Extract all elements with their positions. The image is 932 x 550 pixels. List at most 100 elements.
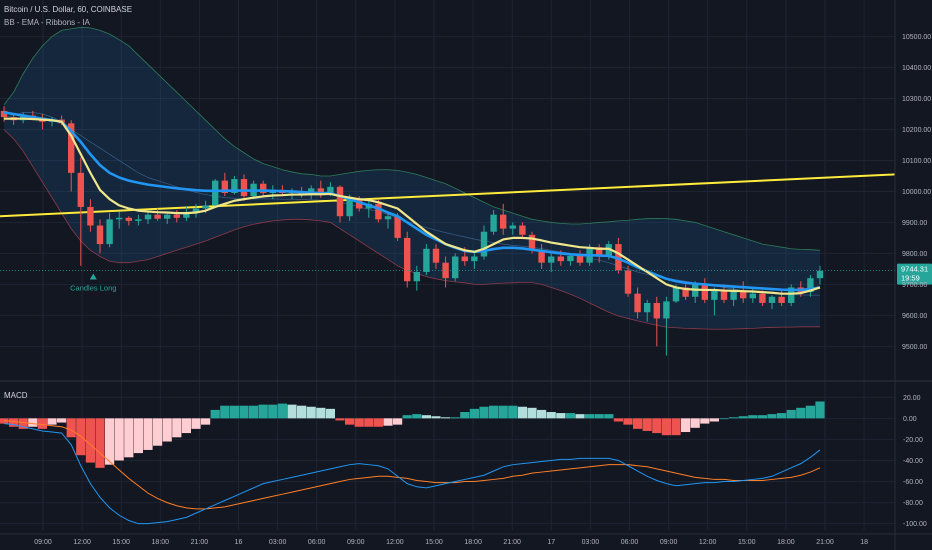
time-tick-label: 15:00: [425, 539, 443, 546]
candle-body: [682, 287, 689, 297]
macd-legend[interactable]: MACD: [4, 391, 28, 400]
time-tick-label: 03:00: [269, 539, 287, 546]
macd-pane: [0, 401, 825, 525]
macd-histogram-bar: [383, 418, 393, 426]
candle-body: [740, 290, 747, 299]
macd-signal-line: [3, 419, 821, 510]
candle-body: [509, 225, 516, 229]
candle-body: [106, 219, 113, 245]
macd-histogram-bar: [133, 418, 143, 454]
macd-histogram-bar: [546, 412, 556, 419]
macd-histogram-bar: [767, 414, 777, 419]
macd-tick-label: -40.00: [903, 458, 923, 465]
price-tick-label: 10500.00: [902, 34, 931, 41]
price-tick-label: 10300.00: [902, 96, 931, 103]
macd-histogram-bar: [57, 418, 67, 423]
symbol-title[interactable]: Bitcoin / U.S. Dollar, 60, COINBASE: [4, 5, 133, 14]
candle-body: [711, 290, 718, 300]
macd-histogram-bar: [412, 414, 422, 419]
countdown-text: 19:59: [901, 274, 920, 283]
bb-basis-line: [3, 112, 820, 296]
macd-histogram-bar: [114, 418, 124, 461]
price-tick-label: 10100.00: [902, 158, 931, 165]
macd-histogram-bar: [642, 418, 652, 431]
macd-histogram-bar: [700, 418, 710, 424]
time-tick-label: 21:00: [816, 539, 834, 546]
bb-upper-line: [3, 26, 821, 251]
macd-histogram-bar: [85, 418, 95, 463]
macd-histogram-bar: [402, 415, 412, 419]
candle-body: [452, 256, 459, 279]
time-tick-label: 18:00: [464, 539, 482, 546]
candle-body: [183, 213, 190, 218]
indicator-legend[interactable]: BB - EMA - Ribbons - IA: [4, 18, 90, 27]
candle-body: [730, 290, 737, 300]
macd-histogram-bar: [258, 404, 268, 419]
macd-histogram-bar: [201, 418, 211, 425]
trend-line[interactable]: [0, 173, 896, 218]
time-tick-label: 09:00: [34, 539, 52, 546]
macd-tick-label: -80.00: [903, 500, 923, 507]
candles-long-annotation: Candles Long: [70, 273, 116, 293]
macd-histogram-bar: [66, 418, 76, 438]
macd-histogram-bar: [613, 418, 623, 422]
time-tick-label: 03:00: [582, 539, 600, 546]
macd-histogram-bar: [565, 413, 575, 419]
macd-histogram-bar: [18, 418, 28, 429]
macd-histogram-bar: [287, 404, 297, 419]
candle-body: [596, 247, 603, 257]
candle-body: [663, 301, 670, 319]
macd-histogram-bar: [604, 414, 614, 419]
candle-body: [356, 199, 363, 209]
candle-body: [260, 183, 267, 193]
macd-histogram-bar: [815, 401, 825, 419]
candle-body: [807, 278, 814, 293]
macd-histogram-bar: [719, 418, 729, 420]
macd-histogram-bar: [661, 418, 671, 436]
macd-histogram-bar: [191, 418, 201, 429]
candle-body: [68, 123, 75, 173]
candle-body: [221, 180, 228, 193]
time-tick-label: 12:00: [699, 539, 717, 546]
macd-histogram-bar: [623, 418, 633, 425]
candle-body: [404, 237, 411, 282]
macd-histogram-bar: [652, 418, 662, 434]
candle-body: [375, 203, 382, 220]
price-tick-label: 9800.00: [902, 251, 927, 258]
macd-histogram-bar: [373, 418, 383, 427]
candle-body: [394, 216, 401, 238]
macd-tick-label: -100.00: [903, 521, 927, 528]
candle-body: [759, 293, 766, 303]
candle-body: [135, 219, 142, 221]
candle-body: [192, 208, 200, 214]
macd-histogram-bar: [489, 405, 499, 419]
yellow-trendline: [0, 173, 896, 218]
time-tick-label: 12:00: [73, 539, 91, 546]
candle-body: [749, 293, 756, 299]
macd-histogram-bar: [738, 416, 748, 419]
time-tick-label: 16: [235, 539, 243, 546]
candle-body: [567, 255, 574, 262]
candle-body: [144, 214, 152, 220]
candle-body: [87, 206, 94, 226]
candle-body: [624, 270, 632, 294]
macd-histogram-bar: [277, 403, 287, 419]
macd-histogram-bar: [594, 414, 604, 419]
candle-body: [461, 256, 468, 262]
ema-slow-line: [3, 111, 821, 292]
last-price-text: 9744.31: [901, 265, 928, 274]
candle-body: [480, 231, 488, 257]
macd-histogram-bar: [633, 418, 643, 429]
time-tick-label: 06:00: [621, 539, 639, 546]
macd-histogram-bar: [47, 418, 57, 425]
price-tick-label: 10200.00: [902, 127, 931, 134]
candle-body: [576, 255, 584, 263]
macd-histogram-bar: [143, 418, 153, 450]
macd-histogram-bar: [575, 414, 585, 419]
bb-lower-line: [3, 129, 820, 330]
candle-body: [557, 256, 564, 262]
macd-histogram-bar: [239, 405, 249, 419]
candle-body: [500, 214, 507, 229]
